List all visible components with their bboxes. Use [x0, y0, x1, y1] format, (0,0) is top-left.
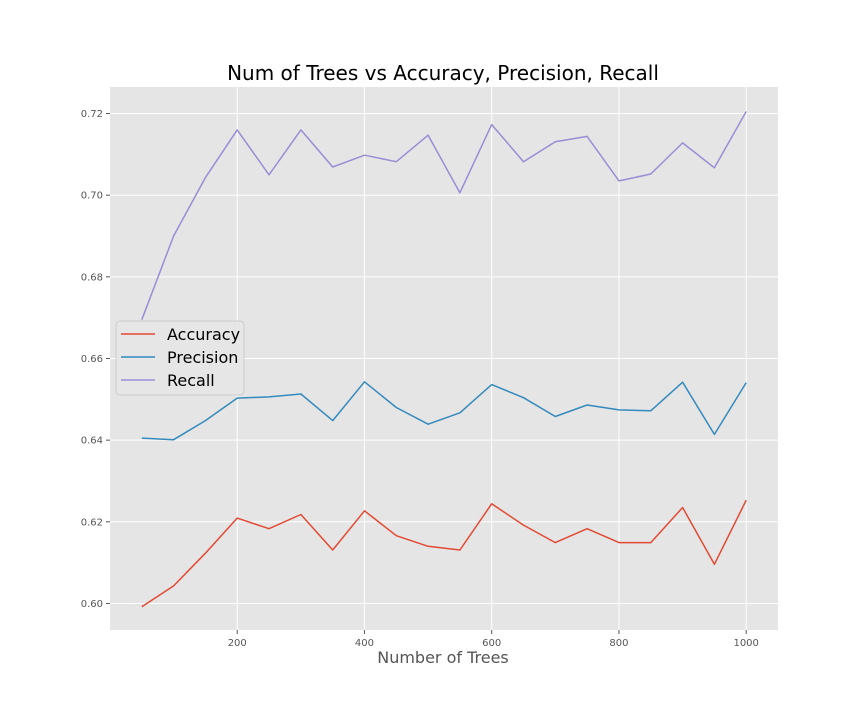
legend-box — [115, 320, 245, 396]
chart-title: Num of Trees vs Accuracy, Precision, Rec… — [227, 61, 659, 85]
x-axis-label: Number of Trees — [377, 648, 509, 667]
y-tick-label: 0.62 — [81, 517, 103, 528]
x-tick-label: 400 — [355, 638, 374, 649]
y-tick-label: 0.66 — [81, 354, 103, 365]
x-tick-label: 1000 — [733, 638, 758, 649]
x-tick-label: 800 — [609, 638, 628, 649]
series-line-recall — [141, 111, 747, 320]
grid — [110, 87, 778, 630]
y-tick-label: 0.68 — [81, 272, 103, 283]
series-line-accuracy — [141, 499, 747, 608]
x-tick-label: 200 — [228, 638, 247, 649]
x-tick-label: 600 — [482, 638, 501, 649]
legend-label-recall: Recall — [167, 371, 215, 390]
legend-label-precision: Precision — [167, 348, 238, 367]
legend: Accuracy Precision Recall — [115, 320, 245, 396]
axis-ticks: 0.60 0.62 0.64 0.66 0.68 0.70 0.72 200 400 600 800… — [81, 109, 759, 649]
y-tick-label: 0.64 — [81, 436, 103, 447]
legend-label-accuracy: Accuracy — [167, 325, 240, 344]
y-tick-label: 0.60 — [81, 599, 103, 610]
series-line-precision — [141, 381, 747, 441]
series-lines — [141, 111, 747, 608]
y-tick-label: 0.72 — [81, 109, 103, 120]
y-tick-label: 0.70 — [81, 191, 103, 202]
